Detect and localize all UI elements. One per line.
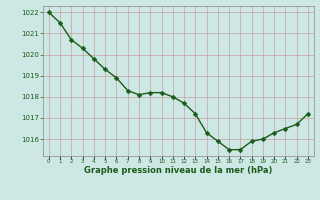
X-axis label: Graphe pression niveau de la mer (hPa): Graphe pression niveau de la mer (hPa)	[84, 166, 273, 175]
